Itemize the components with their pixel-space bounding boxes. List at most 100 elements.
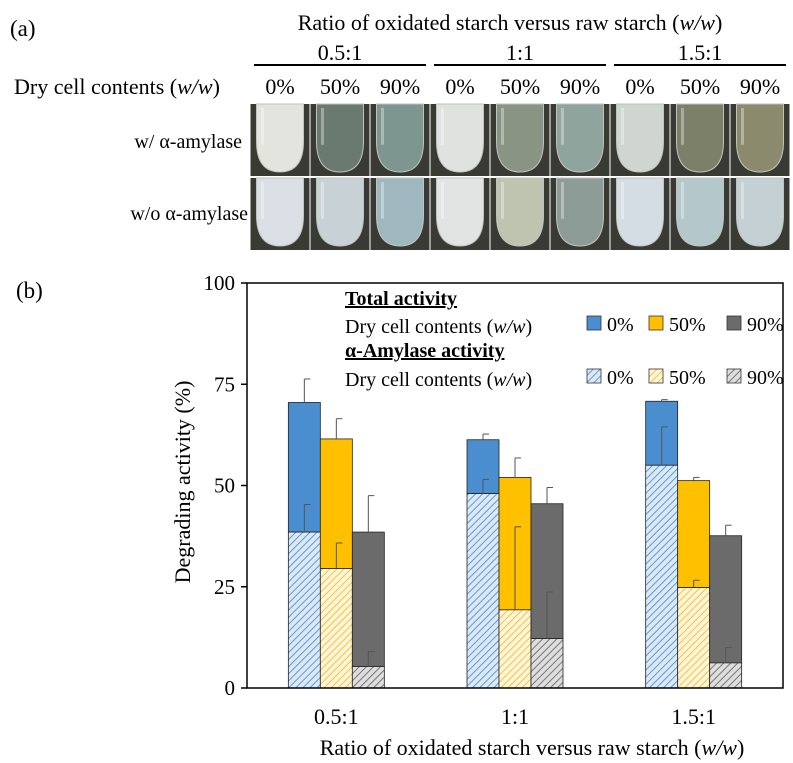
bar-amylase-0% xyxy=(466,493,500,689)
bar-amylase-0% xyxy=(645,464,679,689)
tube-photo xyxy=(250,177,310,250)
y-tick-label: 50 xyxy=(214,474,235,498)
panel-b: (b) Degrading activity (%) Ratio of oxid… xyxy=(16,271,784,760)
ratio-group-label: 1:1 xyxy=(506,40,534,65)
y-tick-label: 25 xyxy=(214,575,235,599)
bar-total-50% xyxy=(677,480,711,588)
bar-amylase-50% xyxy=(498,609,532,689)
tube-body xyxy=(376,103,424,173)
bar-amylase-90% xyxy=(709,662,743,689)
bar-total-90% xyxy=(351,531,385,667)
x-tick-label: 1.5:1 xyxy=(671,704,716,729)
tube-body xyxy=(316,177,364,247)
x-axis-title: Ratio of oxidated starch versus raw star… xyxy=(320,735,745,760)
tube-photo xyxy=(250,103,310,176)
tube-body xyxy=(736,103,784,173)
tube-body xyxy=(256,103,304,173)
content-label: 90% xyxy=(740,74,780,99)
legend-amylase-title: α-Amylase activity xyxy=(345,340,504,362)
tube-body xyxy=(616,177,664,247)
row-label-without-amylase: w/o α-amylase xyxy=(130,203,248,225)
content-label: 0% xyxy=(265,74,294,99)
ratio-group-label: 0.5:1 xyxy=(318,40,363,65)
tube-body xyxy=(676,177,724,247)
tube-photo xyxy=(610,103,670,176)
legend-label-total: 0% xyxy=(607,314,634,336)
tube-body xyxy=(496,177,544,247)
bar-amylase-50% xyxy=(677,587,711,689)
tube-body xyxy=(676,103,724,173)
tube-photo xyxy=(550,177,610,250)
tube-photo xyxy=(370,103,430,176)
tube-body xyxy=(556,103,604,173)
legend-label-amylase: 50% xyxy=(669,367,706,389)
tube-photo xyxy=(670,103,730,176)
tube-body xyxy=(496,103,544,173)
tube-photo xyxy=(310,177,370,250)
tube-body xyxy=(316,103,364,173)
tube-photo xyxy=(670,177,730,250)
tube-body xyxy=(736,177,784,247)
dry-cell-contents-label: Dry cell contents (w/w) xyxy=(14,74,220,99)
tube-photo xyxy=(430,103,490,176)
y-tick-label: 100 xyxy=(204,271,236,295)
content-label: 0% xyxy=(625,74,654,99)
tube-photo xyxy=(490,177,550,250)
legend-swatch-amylase-90% xyxy=(726,368,742,384)
panel-b-label: (b) xyxy=(16,278,43,303)
content-label: 50% xyxy=(680,74,720,99)
legend-total-title: Total activity xyxy=(345,288,457,310)
tube-body xyxy=(376,177,424,247)
tube-body xyxy=(556,177,604,247)
tube-photo xyxy=(490,103,550,176)
panel-a-header: Ratio of oxidated starch versus raw star… xyxy=(298,10,723,35)
y-axis-title: Degrading activity (%) xyxy=(170,381,195,584)
y-axis: 0 25 50 75 100 xyxy=(204,271,247,700)
bar-chart: 0 25 50 75 100 0.5:1 1:1 1.5:1 xyxy=(204,271,743,729)
legend-swatch-amylase-50% xyxy=(648,368,664,384)
bar-amylase-90% xyxy=(351,666,385,689)
bar-amylase-90% xyxy=(530,638,564,689)
row-label-with-amylase: w/ α-amylase xyxy=(134,131,242,153)
x-tick-label: 0.5:1 xyxy=(314,704,359,729)
legend: Total activity Dry cell contents (w/w) α… xyxy=(345,288,784,391)
content-label: 50% xyxy=(500,74,540,99)
content-label: 90% xyxy=(560,74,600,99)
tube-photographs xyxy=(250,103,790,250)
tube-body xyxy=(436,177,484,247)
tube-photo xyxy=(610,177,670,250)
legend-swatch-total-90% xyxy=(726,315,742,331)
bar-amylase-0% xyxy=(287,531,321,689)
y-tick-label: 0 xyxy=(225,676,236,700)
content-label: 50% xyxy=(320,74,360,99)
tube-photo xyxy=(730,177,790,250)
legend-label-amylase: 90% xyxy=(747,367,784,389)
tube-body xyxy=(436,103,484,173)
dry-cell-content-headers: 0% 50% 90% 0% 50% 90% 0% 50% 90% xyxy=(265,74,780,99)
y-tick-label: 75 xyxy=(214,372,235,396)
ratio-group-label: 1.5:1 xyxy=(678,40,723,65)
content-label: 90% xyxy=(380,74,420,99)
tube-body xyxy=(616,103,664,173)
legend-label-total: 50% xyxy=(669,314,706,336)
tube-body xyxy=(256,177,304,247)
bar-amylase-50% xyxy=(319,568,353,689)
panel-a-label: (a) xyxy=(10,16,36,41)
panel-a: (a) Ratio of oxidated starch versus raw … xyxy=(10,10,790,250)
bar-total-90% xyxy=(709,535,743,664)
x-tick-label: 1:1 xyxy=(501,704,529,729)
tube-photo xyxy=(550,103,610,176)
bars xyxy=(287,378,743,689)
legend-label-total: 90% xyxy=(747,314,784,336)
tube-photo xyxy=(730,103,790,176)
legend-label-amylase: 0% xyxy=(607,367,634,389)
ratio-group-headers: 0.5:1 1:1 1.5:1 xyxy=(254,40,786,66)
plot-frame xyxy=(246,282,784,689)
legend-total-row-label: Dry cell contents (w/w) xyxy=(345,316,532,338)
tube-photo xyxy=(370,177,430,250)
legend-swatch-total-0% xyxy=(586,315,602,331)
tube-photo xyxy=(310,103,370,176)
tube-photo xyxy=(430,177,490,250)
legend-amylase-row-label: Dry cell contents (w/w) xyxy=(345,369,532,391)
